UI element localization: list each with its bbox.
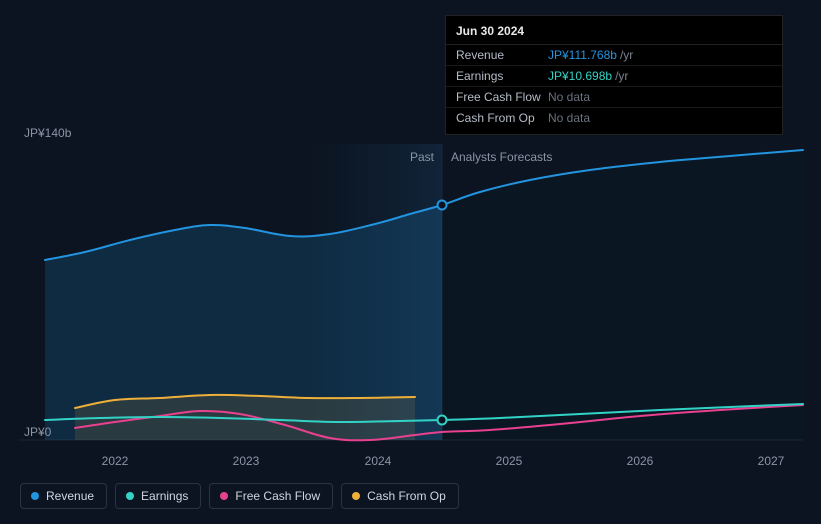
tooltip-metric-suffix: /yr	[615, 69, 628, 83]
legend-dot-icon	[352, 492, 360, 500]
tooltip-row: Cash From OpNo data	[446, 108, 782, 128]
legend-label: Earnings	[141, 489, 188, 503]
tooltip-row: EarningsJP¥10.698b/yr	[446, 66, 782, 87]
x-axis-label: 2023	[233, 454, 260, 468]
x-axis-label: 2026	[627, 454, 654, 468]
tooltip-metric-label: Free Cash Flow	[456, 90, 548, 104]
tooltip-metric-suffix: /yr	[620, 48, 633, 62]
x-axis-label: 2022	[102, 454, 129, 468]
chart-tooltip: Jun 30 2024 RevenueJP¥111.768b/yrEarning…	[445, 15, 783, 135]
legend-item-earnings[interactable]: Earnings	[115, 483, 201, 509]
legend-label: Cash From Op	[367, 489, 446, 503]
x-axis-label: 2024	[365, 454, 392, 468]
legend-item-free-cash-flow[interactable]: Free Cash Flow	[209, 483, 333, 509]
y-axis-label-min: JP¥0	[24, 425, 51, 439]
tooltip-metric-value: JP¥10.698b	[548, 69, 612, 83]
legend-dot-icon	[31, 492, 39, 500]
x-axis-label: 2027	[758, 454, 785, 468]
section-past-label: Past	[410, 150, 434, 164]
legend-label: Revenue	[46, 489, 94, 503]
tooltip-nodata: No data	[548, 111, 590, 125]
legend-label: Free Cash Flow	[235, 489, 320, 503]
tooltip-date: Jun 30 2024	[446, 22, 782, 45]
section-forecasts-label: Analysts Forecasts	[451, 150, 552, 164]
tooltip-metric-label: Earnings	[456, 69, 548, 83]
legend-dot-icon	[126, 492, 134, 500]
legend-item-revenue[interactable]: Revenue	[20, 483, 107, 509]
x-axis-label: 2025	[496, 454, 523, 468]
tooltip-row: Free Cash FlowNo data	[446, 87, 782, 108]
tooltip-metric-label: Cash From Op	[456, 111, 548, 125]
tooltip-nodata: No data	[548, 90, 590, 104]
legend-item-cash-from-op[interactable]: Cash From Op	[341, 483, 459, 509]
tooltip-metric-value: JP¥111.768b	[548, 48, 617, 62]
tooltip-row: RevenueJP¥111.768b/yr	[446, 45, 782, 66]
y-axis-label-max: JP¥140b	[24, 126, 71, 140]
legend-dot-icon	[220, 492, 228, 500]
tooltip-metric-label: Revenue	[456, 48, 548, 62]
chart-legend: Revenue Earnings Free Cash Flow Cash From O…	[20, 483, 459, 509]
